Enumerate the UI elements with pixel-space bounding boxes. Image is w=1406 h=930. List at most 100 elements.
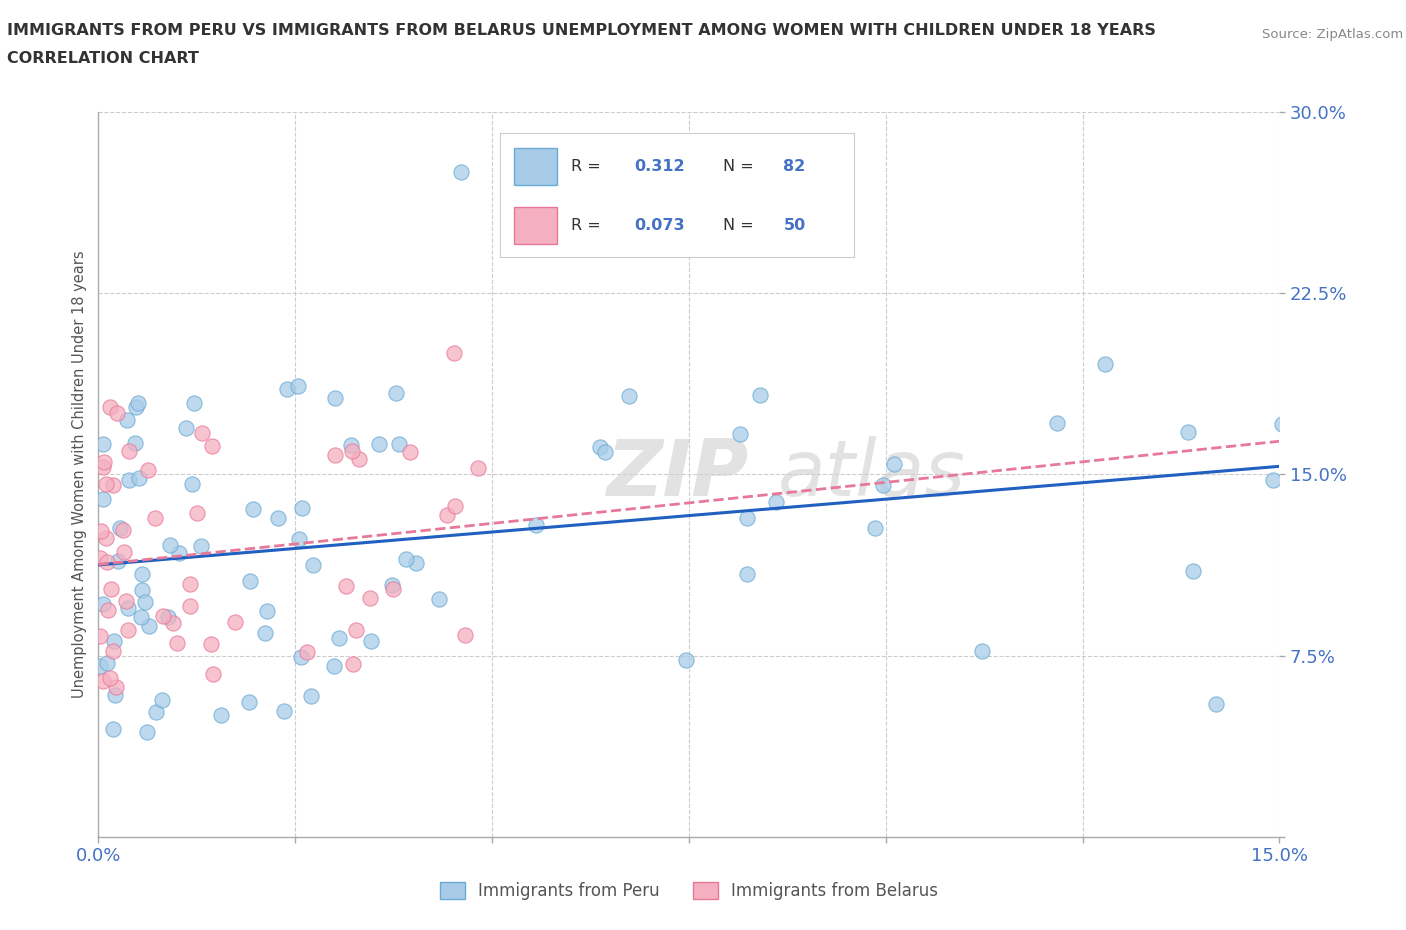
Point [737,511,759,525]
Point [883,457,905,472]
Point [93,455,115,470]
Point [254,625,277,640]
Point [675,653,697,668]
Point [524,517,547,532]
Point [105,405,128,420]
Point [302,558,325,573]
Point [589,440,612,455]
Point [765,494,787,509]
Point [863,521,886,536]
Point [467,461,489,476]
Point [117,622,139,637]
Point [335,578,357,593]
Point [89,658,111,673]
Point [91,596,114,611]
Point [112,523,135,538]
Point [143,511,166,525]
Point [749,388,772,403]
Point [395,551,418,566]
Point [450,165,472,179]
Point [183,395,205,410]
Point [191,425,214,440]
Point [138,619,160,634]
Point [427,591,450,606]
Point [128,471,150,485]
Point [97,603,120,618]
Point [1278,470,1301,485]
Point [174,421,197,436]
Point [388,436,411,451]
Point [118,444,141,458]
Point [238,694,260,709]
Point [115,593,138,608]
Point [100,581,122,596]
Text: atlas: atlas [778,436,966,512]
Point [101,478,124,493]
Point [131,566,153,581]
Point [159,538,181,552]
Point [385,386,408,401]
Point [136,724,159,739]
Point [347,452,370,467]
Point [224,615,246,630]
Point [1263,472,1285,487]
Point [1271,417,1294,432]
Point [399,445,422,460]
Point [169,545,191,560]
Point [201,667,224,682]
Point [179,598,201,613]
Point [181,476,204,491]
Point [970,644,993,659]
Point [340,444,363,458]
Point [209,708,232,723]
Point [104,688,127,703]
Point [405,555,427,570]
Point [737,566,759,581]
Point [117,601,139,616]
Point [299,689,322,704]
Point [91,459,114,474]
Point [136,462,159,477]
Point [342,657,364,671]
Point [730,427,752,442]
Point [98,399,121,414]
Point [108,521,131,536]
Point [381,578,404,592]
Point [96,555,118,570]
Point [91,674,114,689]
Point [179,577,201,591]
Point [125,400,148,415]
Point [444,498,467,513]
Point [101,643,124,658]
Point [134,595,156,610]
Point [90,524,112,538]
Point [186,505,208,520]
Point [145,705,167,720]
Y-axis label: Unemployment Among Women with Children Under 18 years: Unemployment Among Women with Children U… [72,250,87,698]
Point [91,491,114,506]
Point [344,622,367,637]
Point [105,680,128,695]
Point [94,476,117,491]
Point [107,554,129,569]
Point [100,671,122,685]
Point [593,445,616,459]
Text: ZIP: ZIP [606,436,748,512]
Point [1177,424,1199,439]
Point [382,582,405,597]
Point [360,633,382,648]
Point [239,574,262,589]
Point [872,477,894,492]
Text: Source: ZipAtlas.com: Source: ZipAtlas.com [1263,28,1403,41]
Point [323,658,346,673]
Point [129,610,152,625]
Point [290,649,312,664]
Point [93,437,115,452]
Point [617,388,640,403]
Point [115,412,138,427]
Legend: Immigrants from Peru, Immigrants from Belarus: Immigrants from Peru, Immigrants from Be… [432,873,946,909]
Point [267,512,290,526]
Point [190,539,212,554]
Point [1094,356,1116,371]
Point [323,391,346,405]
